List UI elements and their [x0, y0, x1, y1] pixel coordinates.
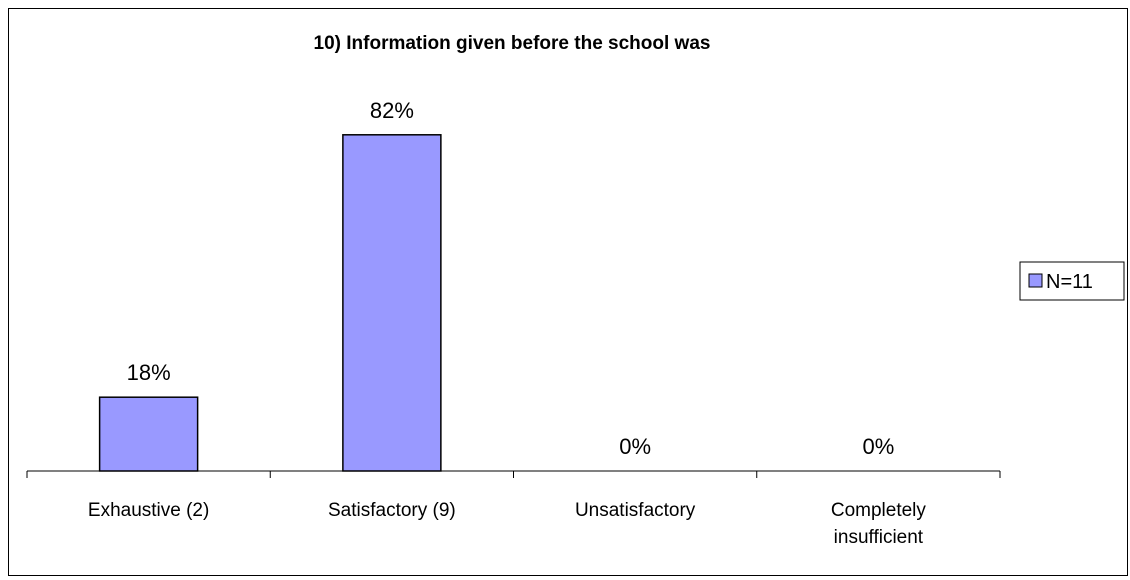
data-label-3: 0%: [619, 434, 651, 459]
data-label-1: 18%: [127, 360, 171, 385]
legend: N=11: [1019, 261, 1125, 301]
data-label-4: 0%: [862, 434, 894, 459]
legend-label: N=11: [1046, 271, 1093, 293]
data-label-2: 82%: [370, 98, 414, 123]
category-label-2: Satisfactory (9): [328, 500, 456, 521]
bar-2: [342, 134, 442, 472]
chart-frame: [8, 8, 1128, 576]
legend-box: [1019, 261, 1125, 301]
category-label-1: Exhaustive (2): [88, 500, 209, 521]
plot-area: 18% 82% 0% 0% Exhaustive (2) Satisfactory (9)…: [26, 98, 1001, 548]
bar-1: [98, 396, 199, 472]
category-label-4: Completely insufficient: [831, 500, 927, 548]
category-label-3: Unsatisfactory: [575, 500, 696, 521]
legend-swatch: [1028, 273, 1043, 288]
chart-title: 10) Information given before the school …: [314, 33, 711, 54]
